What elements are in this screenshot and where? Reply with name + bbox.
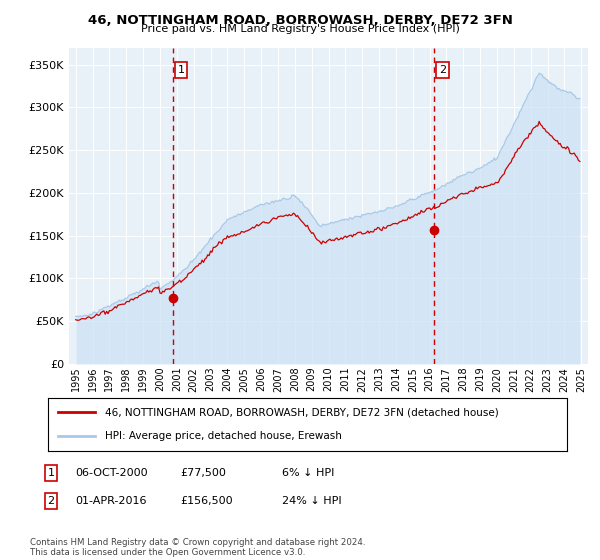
Text: 6% ↓ HPI: 6% ↓ HPI <box>282 468 334 478</box>
Text: Price paid vs. HM Land Registry's House Price Index (HPI): Price paid vs. HM Land Registry's House … <box>140 24 460 34</box>
Text: Contains HM Land Registry data © Crown copyright and database right 2024.
This d: Contains HM Land Registry data © Crown c… <box>30 538 365 557</box>
Text: 1: 1 <box>178 65 185 74</box>
Text: £77,500: £77,500 <box>180 468 226 478</box>
Text: 2: 2 <box>47 496 55 506</box>
Text: 01-APR-2016: 01-APR-2016 <box>75 496 146 506</box>
Text: HPI: Average price, detached house, Erewash: HPI: Average price, detached house, Erew… <box>105 431 342 441</box>
Text: 24% ↓ HPI: 24% ↓ HPI <box>282 496 341 506</box>
Text: 06-OCT-2000: 06-OCT-2000 <box>75 468 148 478</box>
Text: 46, NOTTINGHAM ROAD, BORROWASH, DERBY, DE72 3FN (detached house): 46, NOTTINGHAM ROAD, BORROWASH, DERBY, D… <box>105 408 499 418</box>
Text: 2: 2 <box>439 65 446 74</box>
Text: 46, NOTTINGHAM ROAD, BORROWASH, DERBY, DE72 3FN: 46, NOTTINGHAM ROAD, BORROWASH, DERBY, D… <box>88 14 512 27</box>
Text: £156,500: £156,500 <box>180 496 233 506</box>
Text: 1: 1 <box>47 468 55 478</box>
